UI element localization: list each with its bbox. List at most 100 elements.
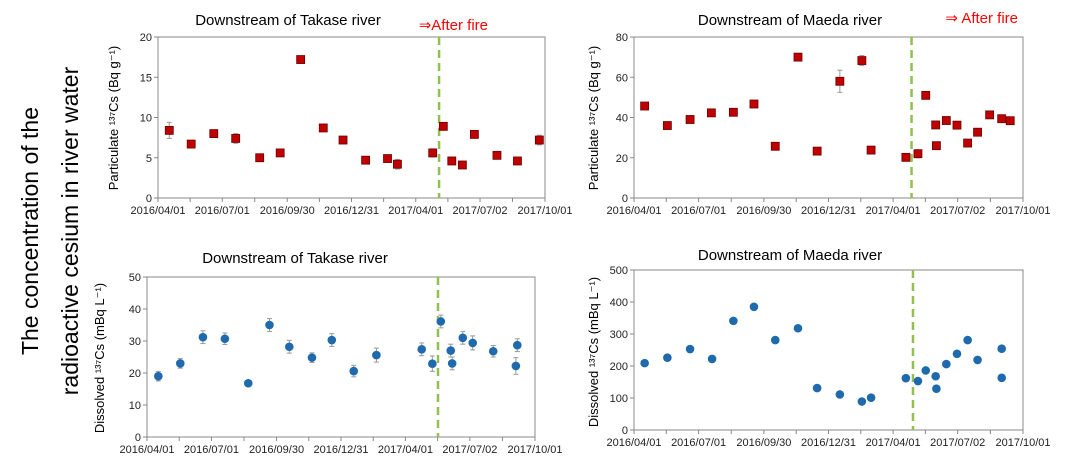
chart-panel-3: 0 100 200 300 400 500 2016/04/01 2016/07/01 2016… [586,247,1051,449]
y-axis-label: Dissolved ¹³⁷Cs (mBq L⁻¹) [586,277,601,427]
y-tick-label: 400 [610,297,628,309]
y-tick-label: 0 [146,193,152,205]
data-point [640,358,649,368]
data-point [952,349,962,359]
x-tick-label: 2016/07/01 [195,205,250,217]
data-point [729,316,738,326]
x-tick-label: 2016/12/31 [801,437,856,449]
data-point [770,335,780,345]
data-point [685,344,695,354]
data-point [857,397,867,406]
data-point [327,335,337,345]
data-point [175,359,185,368]
data-point [793,52,803,62]
y-tick-label: 20 [616,153,628,165]
data-point [511,361,521,371]
y-tick-label: 100 [610,393,628,405]
data-point [640,101,650,111]
data-point [458,333,468,343]
x-tick-label: 2016/07/01 [671,205,726,217]
y-tick-label: 0 [622,193,628,205]
data-point [512,340,522,350]
data-point [931,120,941,130]
x-tick-label: 2016/09/30 [249,444,304,456]
y-tick-label: 30 [129,336,141,348]
y-tick-label: 20 [140,32,152,44]
data-point [436,317,446,326]
data-point [198,332,208,342]
data-point [685,115,695,124]
data-point [931,371,940,381]
x-tick-label: 2017/04/01 [378,444,433,456]
chart-title: Downstream of Takase river [202,250,388,267]
y-tick-label: 80 [616,32,628,44]
data-point [372,350,381,360]
data-point [457,160,467,170]
data-point [438,121,448,131]
chart-title: Downstream of Maeda river [698,12,882,29]
x-tick-label: 2016/09/30 [260,205,315,217]
y-tick-label: 0 [135,432,141,444]
chart-panel-1: 0 20 40 60 80 2016/04/01 2016/07/01 2016/09/30 2… [586,10,1051,217]
data-point [164,125,174,135]
chart-panel-0: 0 5 10 15 20 2016/04/01 2016/07/01 2016/09/30 20… [106,12,573,217]
plot-area [146,276,536,438]
data-point [275,148,285,158]
x-tick-label: 2017/10/01 [517,205,572,217]
data-point [901,152,911,162]
y-tick-label: 300 [610,329,628,341]
data-point [921,366,931,375]
data-point [318,123,328,133]
data-point [446,346,456,355]
y-tick-label: 10 [129,400,141,412]
data-point [866,393,876,402]
data-point [931,141,941,151]
data-point [488,346,498,356]
data-point [913,376,923,386]
data-point [913,149,923,159]
data-point [231,134,241,143]
y-tick-label: 50 [129,272,141,284]
x-tick-label: 2016/07/01 [184,444,239,456]
data-point [728,107,738,117]
data-point [662,121,672,130]
x-tick-label: 2016/09/30 [736,205,791,217]
data-point [835,390,845,399]
data-point [220,334,230,344]
data-point [492,150,502,160]
x-tick-label: 2017/07/02 [930,205,985,217]
x-tick-label: 2017/10/01 [507,444,562,456]
chart-title: Downstream of Takase river [195,12,381,29]
x-tick-label: 2016/07/01 [671,437,726,449]
x-tick-label: 2016/12/31 [324,205,379,217]
data-point [428,359,437,369]
x-tick-label: 2016/12/31 [313,444,368,456]
x-tick-label: 2017/10/01 [995,437,1050,449]
data-point [921,90,931,100]
data-point [932,384,941,394]
data-point [706,108,716,118]
y-tick-label: 10 [140,113,152,125]
data-point [447,359,457,368]
y-tick-label: 40 [616,113,628,125]
y-tick-label: 200 [610,361,628,373]
data-point [361,155,371,165]
data-point [952,120,962,130]
data-point [393,159,402,169]
data-point [1005,116,1015,126]
data-point [997,114,1007,124]
chart-title: Downstream of Maeda river [698,247,882,264]
data-point [963,335,972,345]
data-point [209,129,219,139]
x-tick-label: 2016/09/30 [736,437,791,449]
data-point [349,366,359,376]
data-point [749,99,759,109]
y-tick-label: 40 [129,304,141,316]
data-point [941,116,951,125]
chart-panel-2: 0 10 20 30 40 50 2016/04/01 2016/07/01 2016/09/3… [92,250,563,456]
x-tick-label: 2016/04/01 [119,444,174,456]
data-point [663,353,672,362]
data-point [186,139,196,149]
data-point [985,110,995,120]
